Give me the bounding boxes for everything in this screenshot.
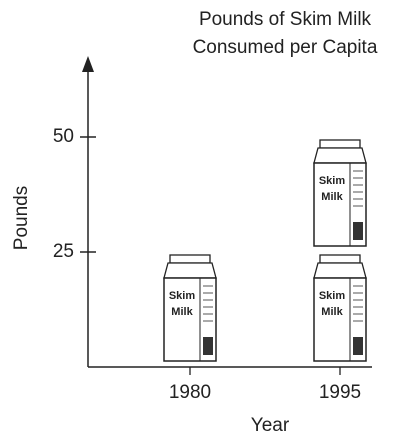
y-tick-label: 25: [53, 241, 74, 262]
chart: SkimMilkSkimMilk Pounds of Skim Milk Con…: [0, 0, 401, 440]
pictograph-bar: [158, 252, 222, 367]
x-tick-label: 1980: [169, 382, 211, 403]
x-axis-label: Year: [251, 415, 290, 436]
chart-title: Consumed per Capita: [193, 37, 378, 58]
y-axis-label: Pounds: [11, 186, 32, 250]
y-tick-label: 50: [53, 126, 74, 147]
pictograph-bar: [308, 137, 372, 367]
chart-title: Pounds of Skim Milk: [199, 9, 372, 30]
y-axis-arrow: [82, 56, 94, 72]
x-tick-label: 1995: [319, 382, 361, 403]
